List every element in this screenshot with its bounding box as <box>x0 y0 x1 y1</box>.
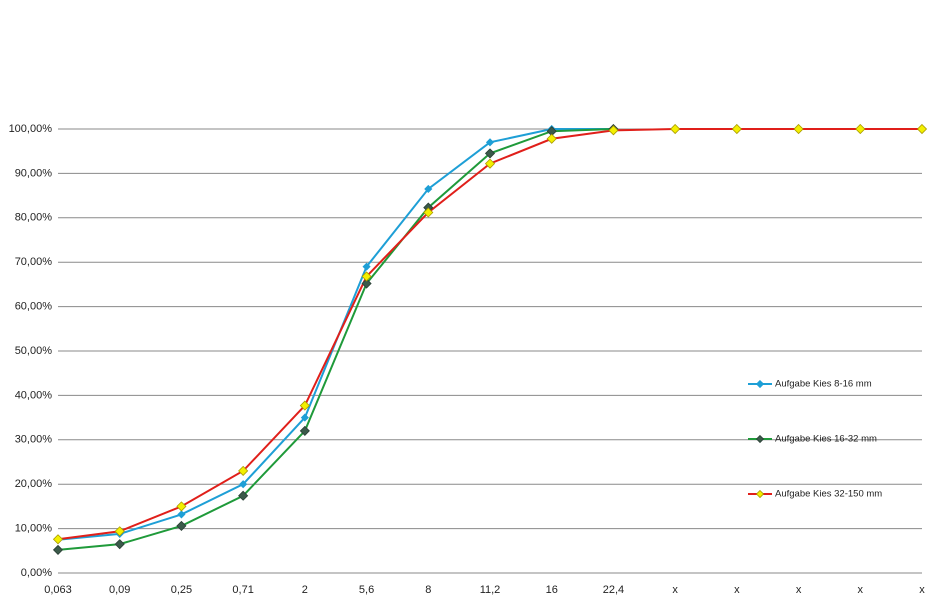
x-tick-label: 8 <box>425 584 431 596</box>
legend-label: Aufgabe Kies 8-16 mm <box>775 379 872 390</box>
x-tick-label: x <box>858 584 864 596</box>
y-tick-label: 0,00% <box>21 567 52 579</box>
marker <box>485 138 495 147</box>
marker <box>484 158 496 169</box>
y-tick-label: 10,00% <box>15 523 53 535</box>
marker <box>238 465 249 476</box>
marker <box>361 271 372 282</box>
series-line <box>57 128 614 541</box>
marker <box>423 207 434 218</box>
x-tick-label: x <box>919 584 925 596</box>
marker <box>299 400 310 411</box>
marker <box>176 501 187 512</box>
x-tick-label: 0,09 <box>109 584 130 596</box>
marker <box>793 123 804 135</box>
x-tick-label: 0,71 <box>232 584 253 596</box>
x-tick-label: 22,4 <box>603 584 624 596</box>
marker <box>362 262 371 271</box>
y-tick-label: 30,00% <box>15 434 53 446</box>
x-tick-label: x <box>796 584 802 596</box>
marker <box>608 125 619 136</box>
marker <box>238 490 249 501</box>
marker <box>300 413 309 422</box>
y-tick-label: 100,00% <box>9 123 53 135</box>
y-tick-label: 90,00% <box>15 167 53 179</box>
x-tick-label: 2 <box>302 584 308 596</box>
marker <box>239 480 248 489</box>
legend-marker <box>755 379 765 389</box>
marker <box>731 123 742 135</box>
marker <box>424 184 433 194</box>
legend-label: Aufgabe Kies 32-150 mm <box>775 489 882 500</box>
series-line <box>57 128 922 541</box>
y-tick-label: 20,00% <box>15 478 53 490</box>
marker <box>484 148 496 159</box>
x-tick-label: 5,6 <box>359 584 374 596</box>
legend-label: Aufgabe Kies 16-32 mm <box>775 434 877 445</box>
marker <box>114 526 125 537</box>
marker <box>299 425 310 436</box>
y-tick-label: 50,00% <box>15 345 53 357</box>
marker <box>670 123 681 135</box>
legend-marker <box>755 489 765 499</box>
legend-marker <box>755 434 765 444</box>
marker <box>114 539 125 550</box>
x-tick-label: 0,063 <box>44 584 72 596</box>
series-line <box>57 128 614 551</box>
marker <box>546 133 557 144</box>
x-tick-label: x <box>734 584 740 596</box>
y-tick-label: 60,00% <box>15 301 53 313</box>
marker <box>52 534 64 545</box>
y-tick-label: 70,00% <box>15 256 53 268</box>
marker <box>52 544 64 555</box>
marker <box>916 123 928 135</box>
x-tick-label: x <box>672 584 678 596</box>
marker <box>177 510 186 519</box>
marker <box>361 278 372 289</box>
y-tick-label: 80,00% <box>15 212 53 224</box>
marker <box>176 520 187 532</box>
marker <box>855 123 866 135</box>
y-tick-label: 40,00% <box>15 389 53 401</box>
x-tick-label: 16 <box>546 584 558 596</box>
x-tick-label: 0,25 <box>171 584 192 596</box>
x-tick-label: 11,2 <box>480 584 501 596</box>
